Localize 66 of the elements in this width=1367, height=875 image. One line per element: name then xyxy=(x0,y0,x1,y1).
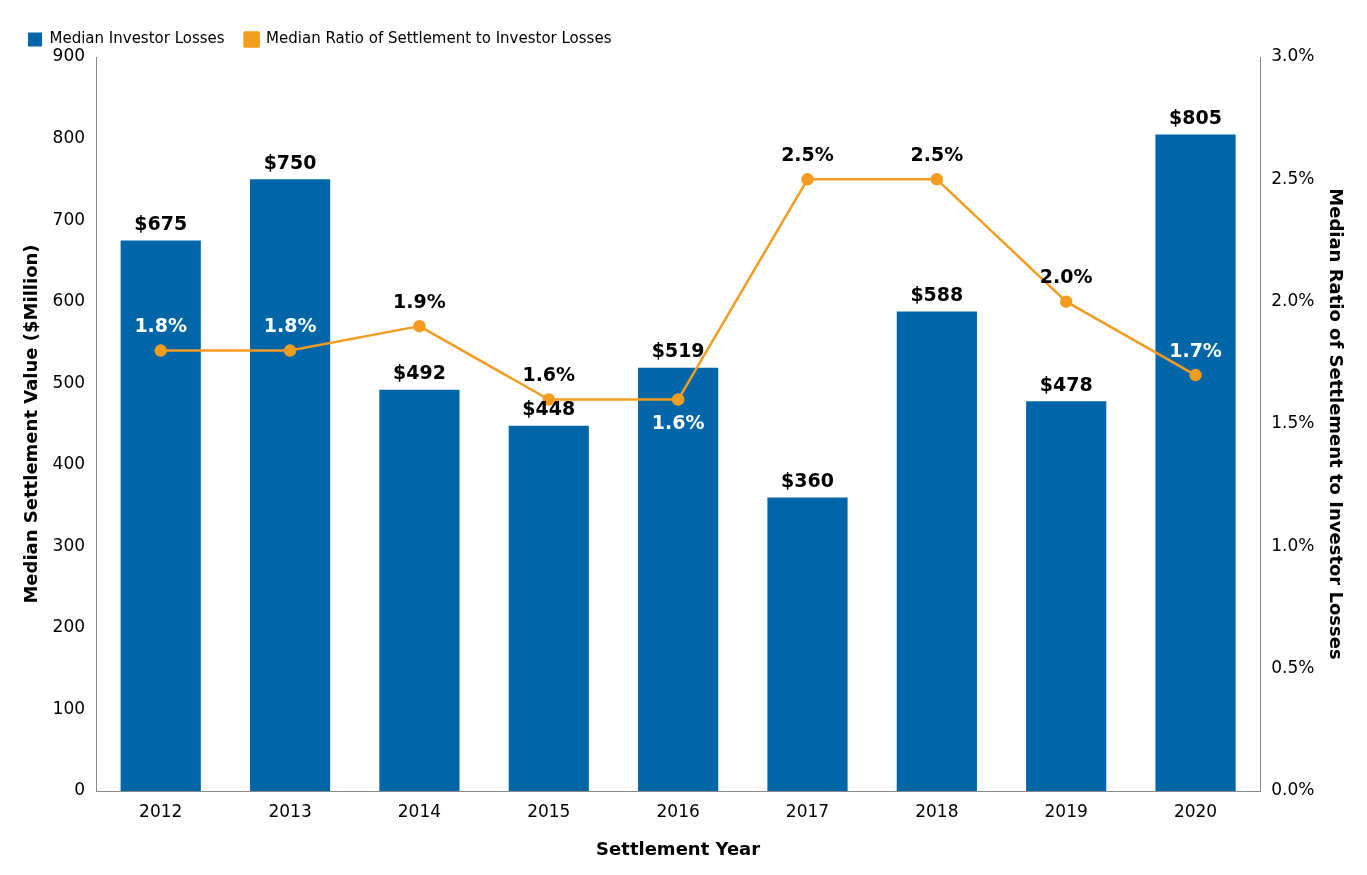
point xyxy=(801,173,814,186)
bar xyxy=(767,497,848,791)
data-label: $588 xyxy=(910,282,964,305)
x-tick-label: 2016 xyxy=(656,800,700,821)
y2-tick-label: 2.0% xyxy=(1271,290,1315,311)
data-label: $519 xyxy=(651,339,705,362)
data-label: $360 xyxy=(781,468,834,491)
bar xyxy=(120,240,201,791)
point xyxy=(413,319,426,333)
y-tick-label: 800 xyxy=(52,126,86,147)
x-axis-title: Settlement Year xyxy=(596,837,761,859)
y2-tick-label: 1.5% xyxy=(1271,412,1315,433)
x-tick-label: 2012 xyxy=(139,800,183,821)
legend-label: Median Investor Losses xyxy=(49,29,225,48)
x-tick-label: 2020 xyxy=(1173,800,1218,821)
y2-tick-label: 3.0% xyxy=(1271,45,1315,66)
data-label: 1.8% xyxy=(134,314,188,337)
bar xyxy=(1026,401,1107,791)
y-tick-label: 300 xyxy=(52,534,86,555)
y2-tick-label: 1.0% xyxy=(1271,534,1315,555)
bar xyxy=(638,367,719,791)
data-label: 1.8% xyxy=(263,314,317,337)
y-tick-label: 700 xyxy=(52,208,86,229)
x-tick-label: 2014 xyxy=(397,800,442,821)
y2-tick-label: 0.5% xyxy=(1271,657,1315,678)
y-tick-label: 600 xyxy=(52,290,86,311)
y-tick-label: 0 xyxy=(74,779,86,800)
data-label: $805 xyxy=(1169,105,1222,128)
data-label: $448 xyxy=(522,397,576,420)
data-label: 1.9% xyxy=(393,289,446,312)
y-tick-label: 900 xyxy=(52,45,86,66)
legend-label: Median Ratio of Settlement to Investor Losses xyxy=(266,29,612,48)
x-tick-label: 2018 xyxy=(915,800,959,821)
data-label: 2.5% xyxy=(910,142,964,165)
y-tick-label: 400 xyxy=(52,453,86,474)
data-label: 2.0% xyxy=(1039,265,1093,288)
data-label: $750 xyxy=(263,150,317,173)
y-tick-label: 500 xyxy=(52,371,86,392)
point xyxy=(283,344,297,357)
bar xyxy=(1155,134,1236,791)
bar xyxy=(508,425,589,791)
y-tick-label: 100 xyxy=(52,697,86,718)
bar xyxy=(249,179,331,791)
point xyxy=(671,393,685,406)
point xyxy=(930,173,944,186)
bar xyxy=(896,311,977,791)
data-label: 1.6% xyxy=(522,362,576,385)
x-tick-label: 2019 xyxy=(1044,800,1088,821)
y2-tick-label: 2.5% xyxy=(1271,167,1315,188)
point xyxy=(1189,368,1202,382)
y-axis-title: Median Settlement Value ($Million) xyxy=(20,244,42,604)
x-tick-label: 2013 xyxy=(268,800,312,821)
data-label: 2.5% xyxy=(781,142,834,165)
y2-axis-title: Median Ratio of Settlement to Investor Losses xyxy=(1325,188,1347,660)
data-label: $478 xyxy=(1039,372,1093,395)
bar xyxy=(379,389,460,791)
data-label: 1.7% xyxy=(1169,338,1222,361)
x-tick-label: 2017 xyxy=(785,800,830,821)
x-tick-label: 2015 xyxy=(527,800,571,821)
data-label: $675 xyxy=(134,211,188,234)
point xyxy=(1059,295,1073,308)
y-tick-label: 200 xyxy=(52,616,86,637)
point xyxy=(154,344,167,357)
data-label: 1.6% xyxy=(651,410,705,433)
data-label: $492 xyxy=(392,361,446,384)
y2-tick-label: 0.0% xyxy=(1271,779,1315,800)
